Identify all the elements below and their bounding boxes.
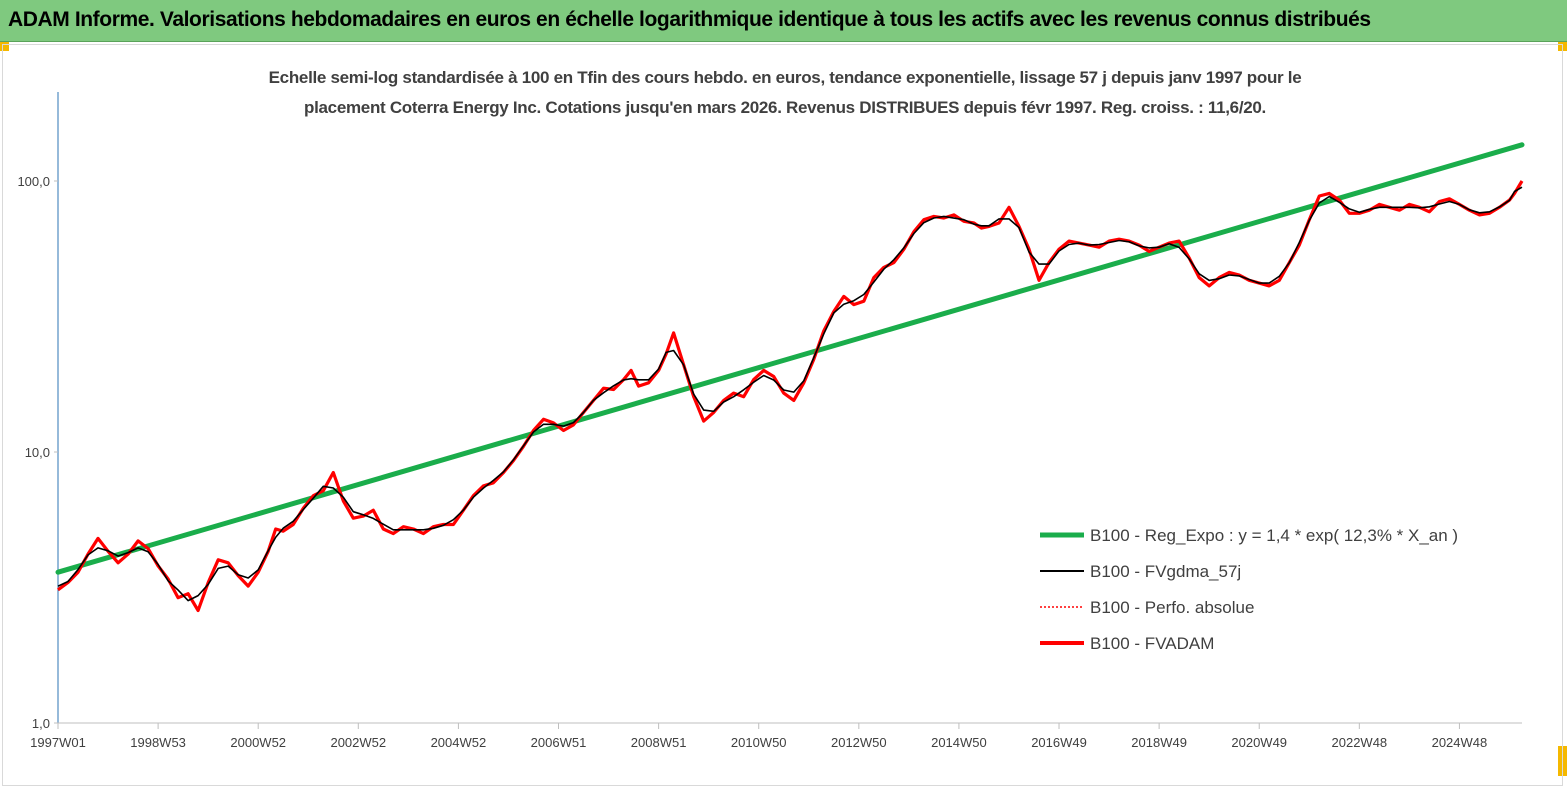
x-tick-label: 2002W52 [330,735,386,750]
x-tick-label: 2014W50 [931,735,987,750]
series-fvgdma-line [57,186,1523,602]
x-tick-label: 2020W49 [1231,735,1287,750]
x-tick-label: 2024W48 [1432,735,1488,750]
x-tick-label: 2018W49 [1131,735,1187,750]
legend-item-reg-expo-label: B100 - Reg_Expo : y = 1,4 * exp( 12,3% *… [1090,526,1458,545]
chart-title-line-2: placement Coterra Energy Inc. Cotations … [304,98,1266,117]
chart-frame [2,44,1563,786]
y-tick-label: 100,0 [17,174,50,189]
report-title: ADAM Informe. Valorisations hebdomadaire… [8,8,1371,31]
x-tick-label: 1997W01 [30,735,86,750]
x-tick-label: 1998W53 [130,735,186,750]
x-tick-label: 2010W50 [731,735,787,750]
x-tick-label: 2006W51 [531,735,587,750]
x-tick-label: 2016W49 [1031,735,1087,750]
x-tick-label: 2000W52 [230,735,286,750]
series-reg-expo-line [55,142,1525,575]
y-tick-label: 1,0 [32,716,50,731]
report-banner: ADAM Informe. Valorisations hebdomadaire… [0,0,1567,42]
series-fvadam-line [57,180,1524,613]
corner-marker-top-left [0,42,9,51]
x-tick-label: 2012W50 [831,735,887,750]
x-tick-label: 2022W48 [1332,735,1388,750]
chart-title-line-1: Echelle semi-log standardisée à 100 en T… [268,68,1302,87]
legend-item-fvgdma-label: B100 - FVgdma_57j [1090,562,1241,581]
x-tick-label: 2004W52 [431,735,487,750]
legend-item-fvadam-label: B100 - FVADAM [1090,634,1214,653]
legend-item-perfo-absolue-label: B100 - Perfo. absolue [1090,598,1254,617]
y-tick-label: 10,0 [25,445,50,460]
x-tick-label: 2008W51 [631,735,687,750]
